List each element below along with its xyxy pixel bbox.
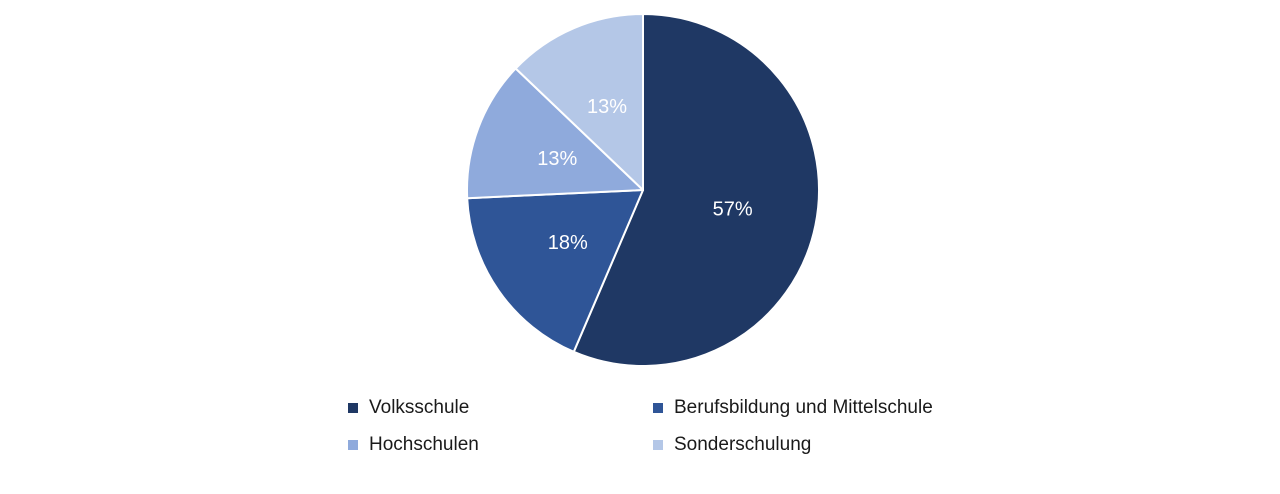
pie-slice-hochschulen — [466, 67, 644, 200]
chart-legend: Volksschule Berufsbildung und Mittelschu… — [348, 397, 933, 455]
legend-item-berufsbildung-und-mittelschule: Berufsbildung und Mittelschule — [653, 397, 933, 418]
legend-item-volksschule: Volksschule — [348, 397, 653, 418]
legend-label-volksschule: Volksschule — [369, 396, 470, 418]
legend-label-berufsbildung-und-mittelschule: Berufsbildung und Mittelschule — [674, 396, 933, 418]
slice-label-berufsbildung-und-mittelschule: 18% — [548, 232, 588, 254]
slice-label-volksschule: 57% — [713, 198, 753, 220]
pie-chart: 57% 18% 13% 13% — [466, 13, 820, 367]
legend-swatch-hochschulen — [348, 439, 358, 450]
legend-swatch-berufsbildung-und-mittelschule — [653, 402, 663, 413]
pie-slice-berufsbildung-und-mittelschule — [466, 189, 644, 353]
legend-swatch-sonderschulung — [653, 439, 663, 450]
legend-label-hochschulen: Hochschulen — [369, 433, 479, 455]
legend-item-sonderschulung: Sonderschulung — [653, 434, 933, 455]
legend-item-hochschulen: Hochschulen — [348, 434, 653, 455]
legend-swatch-volksschule — [348, 402, 358, 413]
slice-label-sonderschulung: 13% — [587, 96, 627, 118]
pie-slice-volksschule — [572, 13, 820, 367]
pie-slice-sonderschulung — [514, 13, 644, 191]
legend-label-sonderschulung: Sonderschulung — [674, 433, 812, 455]
slice-label-hochschulen: 13% — [537, 148, 577, 170]
